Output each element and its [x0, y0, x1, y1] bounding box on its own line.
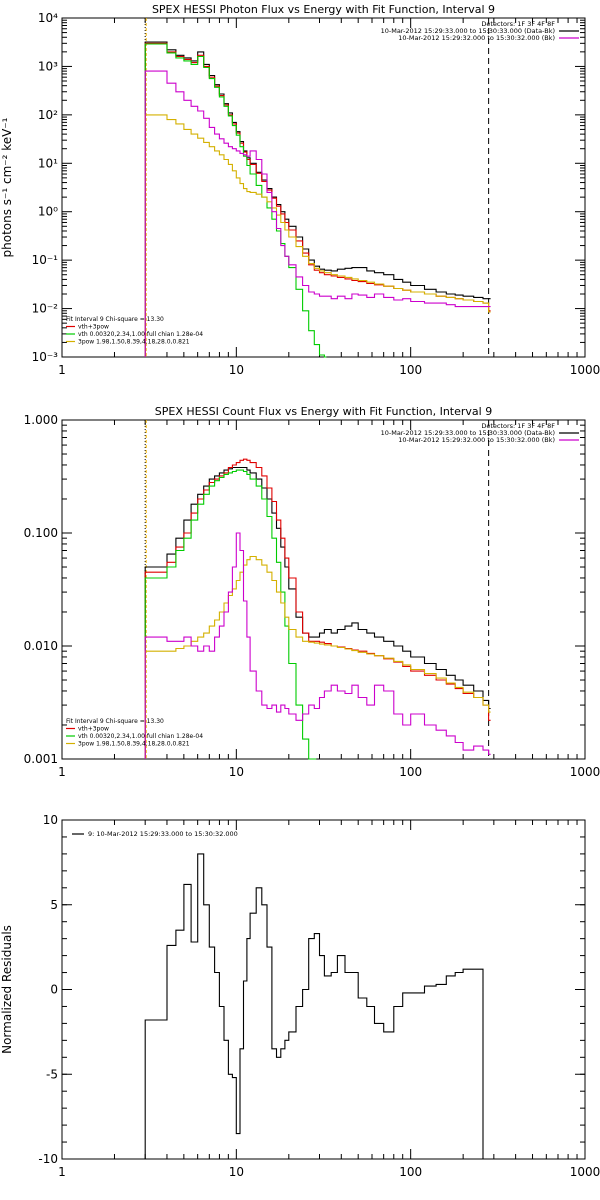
legend-top-text: Detectors: 1F 3F 4F 8F	[481, 422, 555, 430]
x-tick-label: 1	[58, 363, 66, 377]
legend-fit-text: vth+3pow	[78, 324, 109, 331]
series-line-0	[144, 853, 491, 1160]
series-line-2	[144, 469, 317, 760]
x-tick-label: 10	[229, 765, 244, 779]
series-line-3	[144, 555, 491, 759]
series-line-4	[144, 70, 491, 357]
y-tick-label: 10	[43, 813, 58, 827]
plot-frame	[61, 17, 586, 358]
x-tick-label: 1	[58, 765, 66, 779]
series-line-0	[144, 466, 491, 759]
plot-frame	[61, 419, 586, 760]
x-tick-label: 100	[399, 765, 422, 779]
legend-fit-text: vth 0.00320,2.34,1.00 full chian 1.28e-0…	[78, 331, 203, 338]
y-tick-label: 10⁻²	[32, 302, 59, 316]
y-axis-label: Normalized Residuals	[0, 925, 14, 1054]
legend-fit-text: 3pow 1.98,1.50,8.39,4.18,28.0,0.821	[78, 339, 190, 346]
y-tick-label: 10⁻³	[32, 350, 59, 364]
y-tick-label: -5	[46, 1067, 58, 1081]
legend-fit-text: Fit Interval 9 Chi-square = 13.30	[66, 316, 164, 323]
x-tick-label: 1	[58, 1165, 66, 1179]
legend-top-text: 10-Mar-2012 15:29:32.000 to 15:30:32.000…	[398, 436, 555, 444]
legend-top-text: 9: 10-Mar-2012 15:29:33.000 to 15:30:32.…	[88, 830, 238, 838]
x-tick-label: 100	[399, 363, 422, 377]
x-tick-label: 10	[229, 1165, 244, 1179]
legend-top-text: 10-Mar-2012 15:29:33.000 to 15:30:33.000…	[381, 429, 555, 437]
y-tick-label: 1.000	[24, 413, 58, 427]
y-tick-label: 10¹	[38, 156, 58, 170]
y-tick-label: 5	[50, 898, 58, 912]
y-tick-label: -10	[38, 1152, 58, 1166]
legend-fit-text: vth+3pow	[78, 726, 109, 733]
series-line-4	[144, 532, 491, 759]
y-tick-label: 0.100	[24, 526, 58, 540]
x-tick-label: 1000	[570, 363, 600, 377]
legend-top-text: 10-Mar-2012 15:29:33.000 to 15:30:33.000…	[381, 27, 555, 35]
y-axis-label: photons s⁻¹ cm⁻² keV⁻¹	[0, 117, 14, 257]
x-tick-label: 1000	[570, 765, 600, 779]
y-tick-label: 0.001	[24, 752, 58, 766]
plot-frame	[61, 819, 586, 1160]
chart-title: SPEX HESSI Count Flux vs Energy with Fit…	[155, 405, 492, 418]
y-tick-label: 0	[50, 983, 58, 997]
legend-fit-text: vth 0.00320,2.34,1.00 full chian 1.28e-0…	[78, 733, 203, 740]
x-tick-label: 100	[399, 1165, 422, 1179]
series-line-0	[144, 41, 491, 357]
series-line-2	[144, 43, 327, 358]
y-tick-label: 10⁴	[38, 11, 58, 25]
legend-top-text: Detectors: 1F 3F 4F 8F	[481, 20, 555, 28]
y-tick-label: 10³	[38, 59, 58, 73]
chart-panel-2: Normalized Residuals 1 10 100 1000 -10 -5 0 5 10 9…	[0, 813, 600, 1179]
y-tick-label: 10²	[38, 108, 58, 122]
legend-top-text: 10-Mar-2012 15:29:32.000 to 15:30:32.000…	[398, 34, 555, 42]
y-tick-label: 10⁰	[38, 205, 58, 219]
chart-panel-1: SPEX HESSI Count Flux vs Energy with Fit…	[24, 405, 600, 779]
chart-title: SPEX HESSI Photon Flux vs Energy with Fi…	[152, 3, 495, 16]
y-tick-label: 0.010	[24, 639, 58, 653]
series-line-1	[144, 42, 491, 357]
legend-fit-text: Fit Interval 9 Chi-square = 13.30	[66, 718, 164, 725]
x-tick-label: 1000	[570, 1165, 600, 1179]
legend-fit-text: 3pow 1.98,1.50,8.39,4.18,28.0,0.821	[78, 741, 190, 748]
series-line-3	[144, 114, 491, 357]
y-tick-label: 10⁻¹	[32, 253, 59, 267]
x-tick-label: 10	[229, 363, 244, 377]
chart-panel-0: SPEX HESSI Photon Flux vs Energy with Fi…	[0, 3, 600, 377]
